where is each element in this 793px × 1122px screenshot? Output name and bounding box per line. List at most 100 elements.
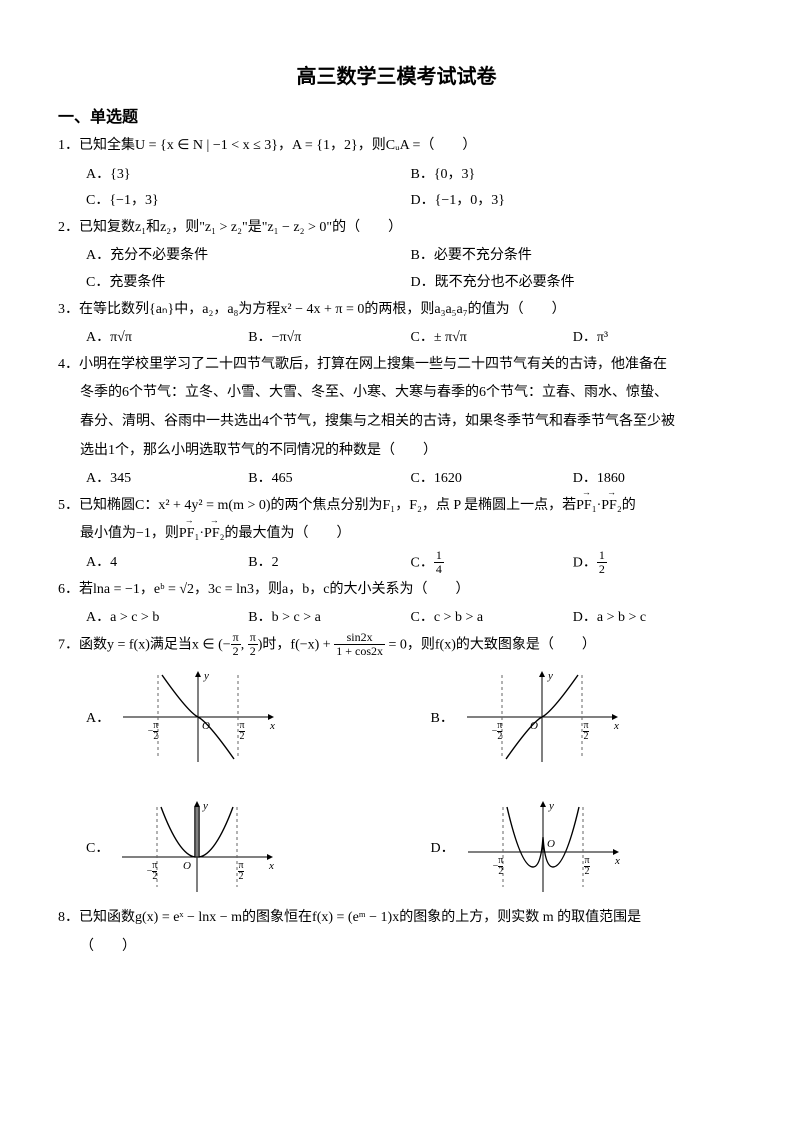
q7: 7．函数y = f(x)满足当x ∈ (−π2, π2)时，f(−x) + si… bbox=[58, 632, 735, 659]
frac-d: 2 bbox=[597, 563, 607, 576]
option-b: B．{0，3} bbox=[411, 162, 736, 189]
q6-options: A．a > c > b B．b > c > a C．c > b > a D．a … bbox=[58, 605, 735, 632]
exam-page: 高三数学三模考试试卷 一、单选题 1．已知全集U = {x ∈ N | −1 <… bbox=[0, 0, 793, 1122]
origin-label: O bbox=[202, 720, 210, 732]
option-b: B．b > c > a bbox=[248, 605, 410, 632]
q3-options: A．π√π B．−π√π C．± π√π D．π³ bbox=[58, 325, 735, 352]
q5-l1-post: 的 bbox=[622, 498, 636, 513]
x-label: x bbox=[614, 855, 620, 867]
option-c: C．充要条件 bbox=[86, 270, 411, 297]
vec-pf2: PF₂ bbox=[601, 493, 621, 520]
frac-n: π bbox=[248, 631, 258, 645]
vec-pf1: PF₁ bbox=[576, 493, 596, 520]
frac-d: 2 bbox=[231, 645, 241, 658]
option-a: A．345 bbox=[86, 466, 248, 493]
opt-d-label: D． bbox=[573, 555, 597, 570]
option-b: B．必要不充分条件 bbox=[411, 243, 736, 270]
q8: 8．已知函数g(x) = eˣ − lnx − m的图象恒在f(x) = (eᵐ… bbox=[58, 905, 735, 932]
q-number: 2． bbox=[58, 220, 79, 235]
option-d: D．1860 bbox=[573, 466, 735, 493]
q4-l4: 选出1个，那么小明选取节气的不同情况的种数是（ ） bbox=[58, 438, 735, 465]
origin-label: O bbox=[530, 720, 538, 732]
graph-b-cell: B． x y O −π2 π2 bbox=[431, 667, 736, 767]
q3: 3．在等比数列{aₙ}中，a₂，a₈为方程x² − 4x + π = 0的两根，… bbox=[58, 297, 735, 324]
q-number: 8． bbox=[58, 910, 79, 925]
frac-n: 1 bbox=[434, 549, 444, 563]
opt-c-label: C． bbox=[411, 555, 434, 570]
frac-n: sin2x bbox=[334, 631, 385, 645]
q-number: 1． bbox=[58, 138, 79, 153]
graph-a: x y O −π2 π2 bbox=[118, 667, 278, 767]
option-c: C．1620 bbox=[411, 466, 573, 493]
q7-pre: 函数y = f(x)满足当x ∈ (− bbox=[79, 637, 231, 652]
graph-b-label: B． bbox=[431, 707, 454, 727]
x-label: x bbox=[269, 720, 275, 732]
option-d: D．既不充分也不必要条件 bbox=[411, 270, 736, 297]
graph-a-cell: A． x y O −π2 π2 bbox=[86, 667, 391, 767]
q5: 5．已知椭圆C：x² + 4y² = m(m > 0)的两个焦点分别为F₁，F₂… bbox=[58, 493, 735, 520]
q2-options: A．充分不必要条件 B．必要不充分条件 C．充要条件 D．既不充分也不必要条件 bbox=[58, 243, 735, 296]
option-c: C．{−1，3} bbox=[86, 188, 411, 215]
graph-c-label: C． bbox=[86, 837, 109, 857]
graph-b: x y O −π2 π2 bbox=[462, 667, 622, 767]
q4-l3: 春分、清明、谷雨中一共选出4个节气，搜集与之相关的古诗，如果冬季节气和春季节气各… bbox=[58, 409, 735, 436]
q4-l2: 冬季的6个节气：立冬、小雪、大雪、冬至、小寒、大寒与春季的6个节气：立春、雨水、… bbox=[58, 380, 735, 407]
option-d: D．{−1，0，3} bbox=[411, 188, 736, 215]
option-d: D．12 bbox=[573, 550, 735, 577]
q-stem: 若lna = −1，eᵇ = √2，3c = ln3，则a，b，c的大小关系为（… bbox=[79, 582, 469, 597]
frac-d: 4 bbox=[434, 563, 444, 576]
q1-options: A．{3} B．{0，3} C．{−1，3} D．{−1，0，3} bbox=[58, 162, 735, 215]
option-b: B．465 bbox=[248, 466, 410, 493]
y-label: y bbox=[547, 670, 553, 682]
y-label: y bbox=[203, 670, 209, 682]
q8-l1: 已知函数g(x) = eˣ − lnx − m的图象恒在f(x) = (eᵐ −… bbox=[79, 910, 641, 925]
graph-c: x y O −π2 π2 bbox=[117, 797, 277, 897]
frac-d: 2 bbox=[248, 645, 258, 658]
graph-c-cell: C． x y O −π2 π2 bbox=[86, 797, 391, 897]
q-number: 6． bbox=[58, 582, 79, 597]
frac-n: 1 bbox=[597, 549, 607, 563]
frac-pi2b: π2 bbox=[248, 631, 258, 657]
q5-l2: 最小值为−1，则PF₁·PF₂的最大值为（ ） bbox=[58, 521, 735, 548]
q5-options: A．4 B．2 C．14 D．12 bbox=[58, 550, 735, 577]
frac-n: π bbox=[231, 631, 241, 645]
option-b: B．−π√π bbox=[248, 325, 410, 352]
option-c: C．14 bbox=[411, 550, 573, 577]
q-stem: 已知全集U = {x ∈ N | −1 < x ≤ 3}，A = {1，2}，则… bbox=[79, 138, 476, 153]
graph-d-label: D． bbox=[431, 837, 455, 857]
vec-pf1b: PF₁ bbox=[179, 521, 199, 548]
option-a: A．a > c > b bbox=[86, 605, 248, 632]
q6: 6．若lna = −1，eᵇ = √2，3c = ln3，则a，b，c的大小关系… bbox=[58, 577, 735, 604]
origin-label: O bbox=[183, 860, 191, 872]
q7-graphs: A． x y O −π2 π2 B． bbox=[58, 667, 735, 897]
y-label: y bbox=[202, 800, 208, 812]
option-a: A．π√π bbox=[86, 325, 248, 352]
q5-l2-pre: 最小值为−1，则 bbox=[80, 526, 179, 541]
x-label: x bbox=[268, 860, 274, 872]
q5-l1-pre: 已知椭圆C：x² + 4y² = m(m > 0)的两个焦点分别为F₁，F₂，点… bbox=[79, 498, 576, 513]
q-stem: 已知复数z₁和z₂，则"z₁ > z₂"是"z₁ − z₂ > 0"的（ ） bbox=[79, 220, 402, 235]
q8-l2: （ ） bbox=[58, 934, 735, 961]
origin-label: O bbox=[547, 838, 555, 850]
vec-pf2b: PF₂ bbox=[204, 521, 224, 548]
q4-options: A．345 B．465 C．1620 D．1860 bbox=[58, 466, 735, 493]
option-a: A．{3} bbox=[86, 162, 411, 189]
comma: , bbox=[241, 637, 248, 652]
q-number: 3． bbox=[58, 302, 79, 317]
graph-a-label: A． bbox=[86, 707, 110, 727]
frac-1-2: 12 bbox=[597, 549, 607, 575]
q2: 2．已知复数z₁和z₂，则"z₁ > z₂"是"z₁ − z₂ > 0"的（ ） bbox=[58, 215, 735, 242]
option-c: C．c > b > a bbox=[411, 605, 573, 632]
q-number: 5． bbox=[58, 498, 79, 513]
page-title: 高三数学三模考试试卷 bbox=[58, 60, 735, 89]
option-a: A．充分不必要条件 bbox=[86, 243, 411, 270]
q-stem-l1: 小明在学校里学习了二十四节气歌后，打算在网上搜集一些与二十四节气有关的古诗，他准… bbox=[79, 357, 667, 372]
q5-l2-post: 的最大值为（ ） bbox=[224, 526, 350, 541]
section-header: 一、单选题 bbox=[58, 103, 735, 127]
frac-sin-cos: sin2x1 + cos2x bbox=[334, 631, 385, 657]
graph-d: x y O −π2 π2 bbox=[463, 797, 623, 897]
frac-1-4: 14 bbox=[434, 549, 444, 575]
option-a: A．4 bbox=[86, 550, 248, 577]
q-number: 4． bbox=[58, 357, 79, 372]
x-label: x bbox=[613, 720, 619, 732]
